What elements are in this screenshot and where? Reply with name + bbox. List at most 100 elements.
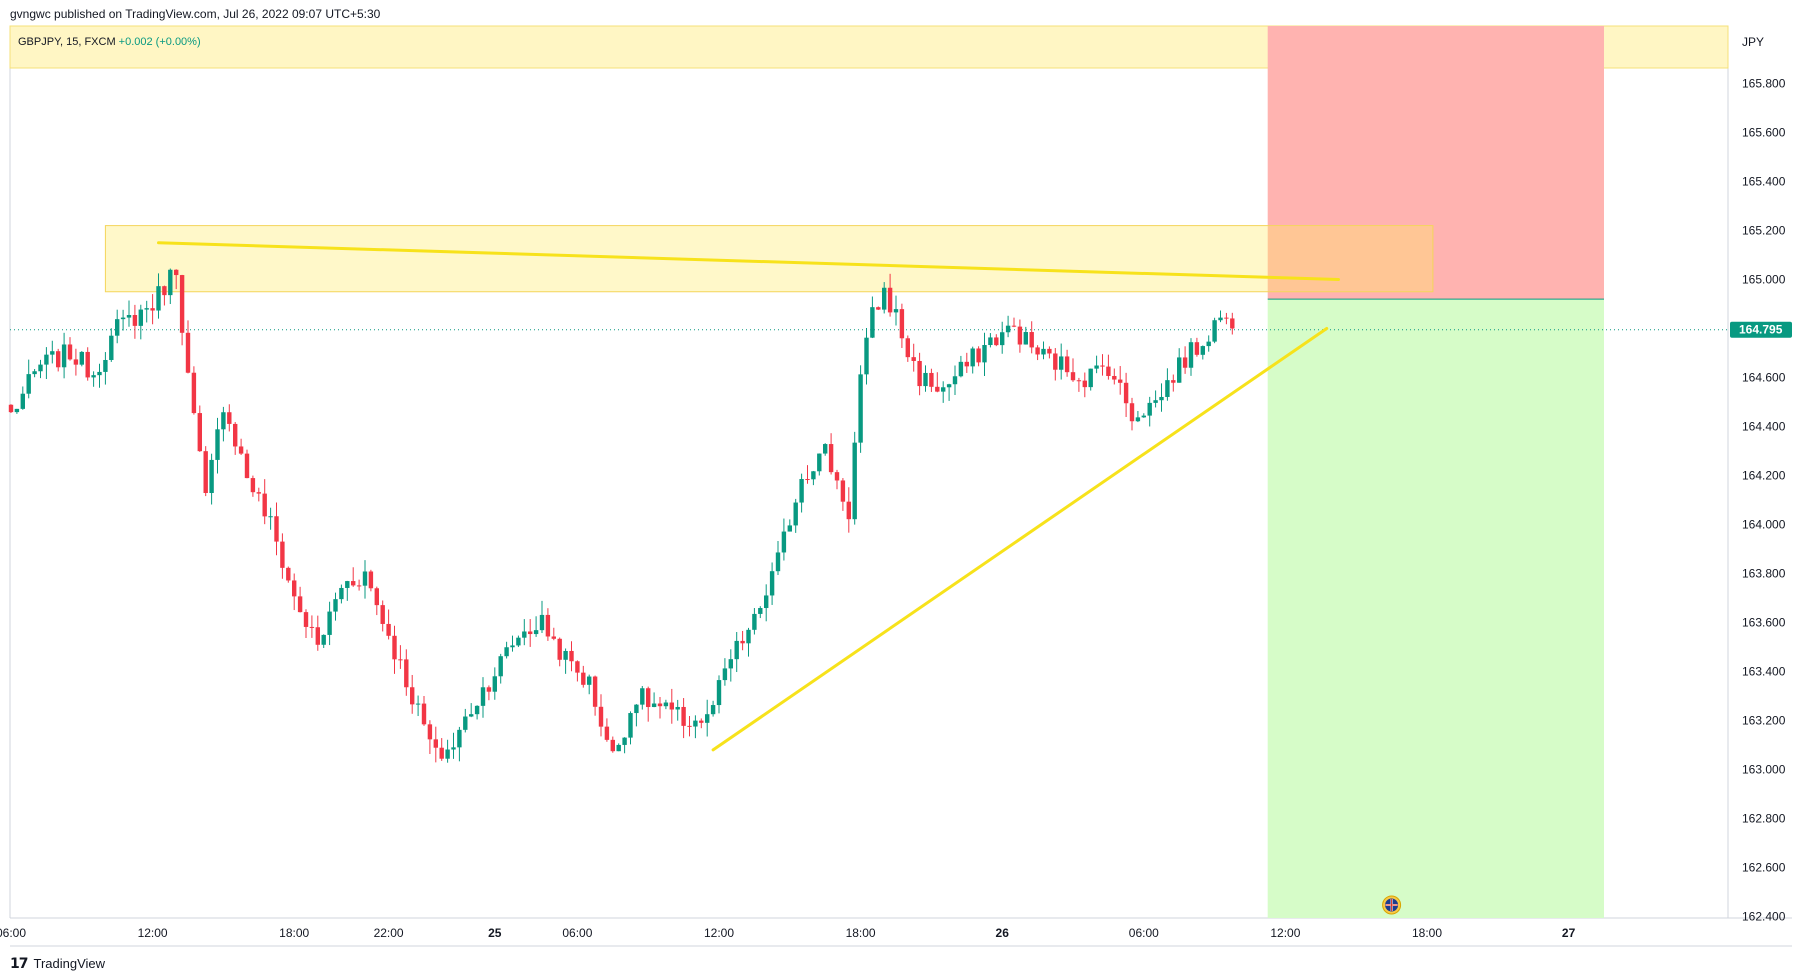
candle-body[interactable] xyxy=(144,308,149,310)
candle-body[interactable] xyxy=(793,502,798,526)
candle-body[interactable] xyxy=(362,571,368,586)
candle-body[interactable] xyxy=(374,588,379,606)
candle-body[interactable] xyxy=(746,629,751,644)
trendline-2[interactable] xyxy=(711,327,1329,752)
candle-body[interactable] xyxy=(1000,332,1005,346)
candle-body[interactable] xyxy=(32,371,37,375)
candle-body[interactable] xyxy=(769,571,775,596)
candle-body[interactable] xyxy=(439,747,444,759)
candle-body[interactable] xyxy=(433,739,438,748)
candle-body[interactable] xyxy=(693,720,698,727)
candle-body[interactable] xyxy=(486,687,492,692)
candle-body[interactable] xyxy=(191,372,197,414)
candle-body[interactable] xyxy=(1230,318,1235,329)
candle-body[interactable] xyxy=(97,371,102,376)
candle-body[interactable] xyxy=(1088,368,1093,388)
candle-body[interactable] xyxy=(852,442,857,520)
candle-body[interactable] xyxy=(563,650,568,660)
candle-body[interactable] xyxy=(79,351,84,365)
candle-body[interactable] xyxy=(958,361,964,377)
candle-body[interactable] xyxy=(929,372,934,387)
candle-body[interactable] xyxy=(120,317,126,320)
candle-body[interactable] xyxy=(174,269,179,276)
candle-body[interactable] xyxy=(1059,356,1064,370)
candle-body[interactable] xyxy=(162,286,167,296)
candle-body[interactable] xyxy=(1106,366,1111,376)
candle-body[interactable] xyxy=(946,384,952,388)
candle-body[interactable] xyxy=(504,647,509,657)
candle-body[interactable] xyxy=(687,725,692,727)
candle-body[interactable] xyxy=(887,287,893,313)
candle-body[interactable] xyxy=(380,605,385,624)
candle-body[interactable] xyxy=(1123,382,1129,404)
candle-body[interactable] xyxy=(185,332,191,373)
candle-body[interactable] xyxy=(964,361,969,367)
candle-body[interactable] xyxy=(1159,396,1164,401)
candle-body[interactable] xyxy=(126,315,132,318)
candle-body[interactable] xyxy=(705,714,710,723)
symbol-legend[interactable]: GBPJPY, 15, FXCM +0.002 (+0.00%) xyxy=(18,36,201,48)
candle-body[interactable] xyxy=(215,429,220,460)
candle-body[interactable] xyxy=(8,404,14,413)
candle-body[interactable] xyxy=(994,337,999,346)
candle-body[interactable] xyxy=(398,659,403,661)
stop-loss-zone[interactable] xyxy=(1267,26,1604,300)
candle-body[interactable] xyxy=(356,585,362,587)
candle-body[interactable] xyxy=(451,747,456,750)
candle-body[interactable] xyxy=(775,552,781,572)
candle-body[interactable] xyxy=(156,286,161,311)
candle-body[interactable] xyxy=(56,351,61,368)
candle-body[interactable] xyxy=(569,650,574,662)
candle-body[interactable] xyxy=(1023,332,1028,345)
candle-body[interactable] xyxy=(1135,417,1141,422)
candle-body[interactable] xyxy=(846,501,851,520)
candle-body[interactable] xyxy=(138,309,143,326)
candle-body[interactable] xyxy=(752,613,757,630)
candle-body[interactable] xyxy=(386,623,391,636)
candle-body[interactable] xyxy=(421,703,427,725)
candle-body[interactable] xyxy=(864,337,869,375)
trendline-1[interactable] xyxy=(157,241,1340,281)
candle-body[interactable] xyxy=(799,479,804,503)
candle-body[interactable] xyxy=(545,614,551,637)
candle-body[interactable] xyxy=(209,459,214,493)
candle-body[interactable] xyxy=(734,640,739,660)
candle-body[interactable] xyxy=(463,716,468,730)
candle-body[interactable] xyxy=(274,516,279,542)
candle-body[interactable] xyxy=(150,308,155,311)
candle-body[interactable] xyxy=(811,471,816,480)
take-profit-zone[interactable] xyxy=(1267,299,1604,919)
candle-body[interactable] xyxy=(935,386,940,392)
candle-body[interactable] xyxy=(1200,346,1205,355)
candle-body[interactable] xyxy=(917,360,922,387)
candle-body[interactable] xyxy=(115,319,120,336)
resistance-zone[interactable] xyxy=(104,225,1434,293)
candle-body[interactable] xyxy=(1005,325,1011,333)
candle-body[interactable] xyxy=(622,737,627,745)
candle-body[interactable] xyxy=(858,374,863,443)
candle-body[interactable] xyxy=(923,372,928,387)
candle-body[interactable] xyxy=(834,472,840,481)
candle-body[interactable] xyxy=(474,705,480,715)
candle-body[interactable] xyxy=(197,413,202,452)
candle-body[interactable] xyxy=(805,479,810,481)
candle-body[interactable] xyxy=(351,581,356,586)
candle-body[interactable] xyxy=(469,714,474,717)
candle-body[interactable] xyxy=(528,631,533,635)
candle-body[interactable] xyxy=(640,688,645,705)
candle-body[interactable] xyxy=(533,630,539,635)
candle-body[interactable] xyxy=(870,307,875,338)
candle-body[interactable] xyxy=(168,269,173,296)
candle-body[interactable] xyxy=(1188,342,1194,368)
candle-body[interactable] xyxy=(1011,325,1017,327)
candle-body[interactable] xyxy=(988,337,993,346)
candle-body[interactable] xyxy=(1182,357,1188,368)
candle-body[interactable] xyxy=(1177,357,1182,383)
candle-body[interactable] xyxy=(970,348,975,367)
candle-body[interactable] xyxy=(1171,380,1176,383)
candle-body[interactable] xyxy=(876,307,881,310)
candle-body[interactable] xyxy=(492,676,497,692)
candle-body[interactable] xyxy=(728,659,733,669)
candle-body[interactable] xyxy=(882,287,887,310)
